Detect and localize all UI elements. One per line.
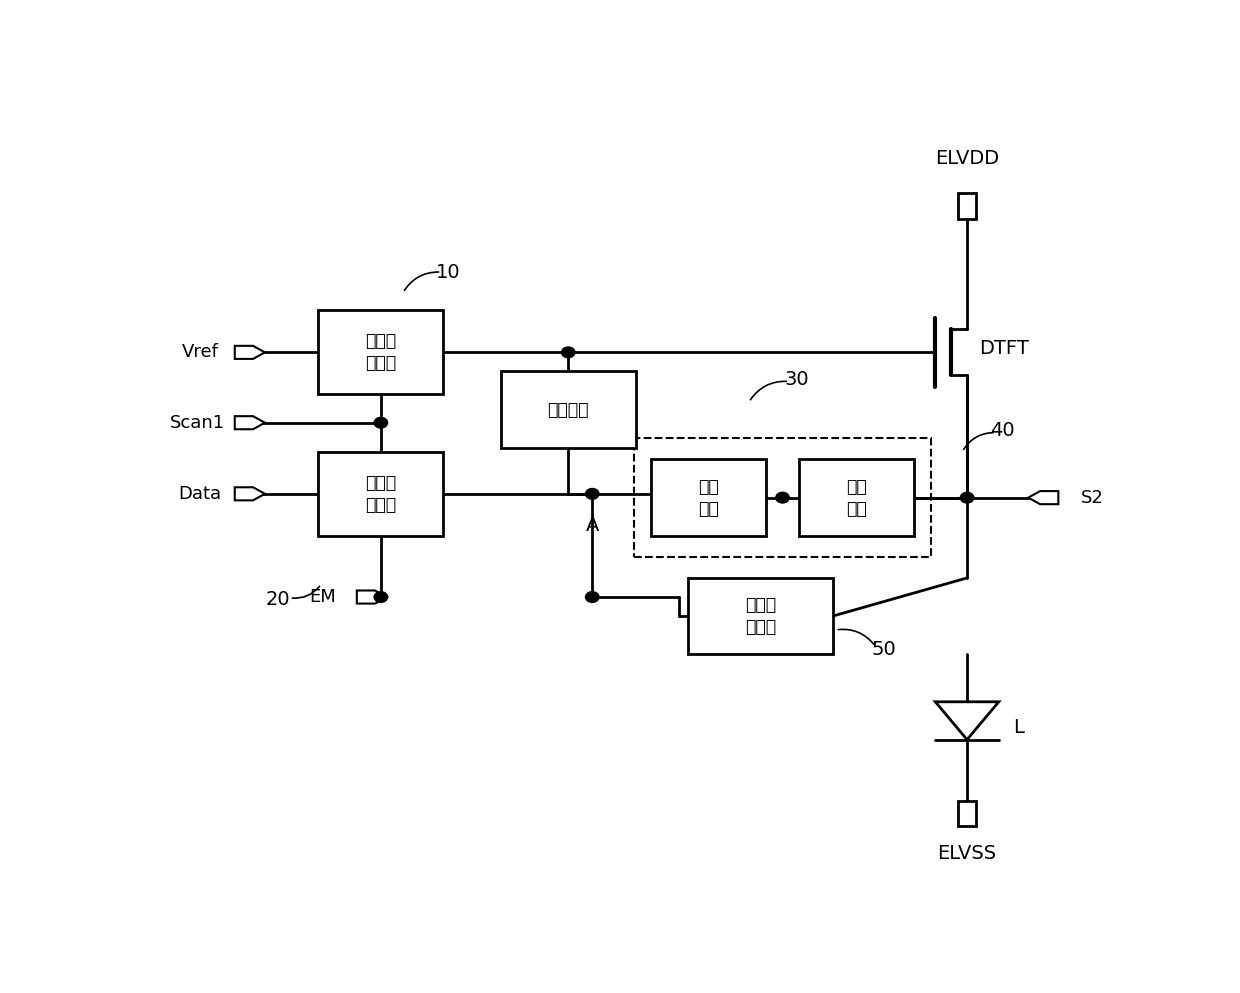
Text: L: L <box>1013 718 1024 737</box>
Text: 发光控
制模块: 发光控 制模块 <box>745 596 776 637</box>
Text: 电容
模块: 电容 模块 <box>698 478 719 517</box>
Bar <box>959 194 976 218</box>
Text: 10: 10 <box>435 262 460 282</box>
Bar <box>688 578 832 654</box>
Bar <box>319 452 444 536</box>
Text: Vref: Vref <box>182 344 218 361</box>
Text: 补偿模块: 补偿模块 <box>548 401 589 419</box>
Text: 电容
模块: 电容 模块 <box>846 478 867 517</box>
Polygon shape <box>234 488 265 500</box>
Circle shape <box>585 592 599 603</box>
Text: 40: 40 <box>991 421 1014 440</box>
Text: 30: 30 <box>785 369 810 388</box>
Bar <box>319 311 444 394</box>
Bar <box>634 438 931 557</box>
Circle shape <box>776 493 789 503</box>
Text: EM: EM <box>309 588 336 606</box>
Text: Scan1: Scan1 <box>170 414 224 432</box>
Text: ELVSS: ELVSS <box>937 844 997 863</box>
Circle shape <box>374 417 388 428</box>
Text: DTFT: DTFT <box>980 339 1029 358</box>
Bar <box>799 460 914 536</box>
Circle shape <box>960 493 973 503</box>
Circle shape <box>374 592 388 603</box>
Bar <box>959 801 976 826</box>
Text: 20: 20 <box>265 590 290 609</box>
Polygon shape <box>357 591 387 604</box>
Polygon shape <box>1028 492 1058 504</box>
Text: S2: S2 <box>1080 489 1104 506</box>
Text: Data: Data <box>179 485 222 502</box>
Bar <box>501 371 635 448</box>
Polygon shape <box>234 346 265 358</box>
Circle shape <box>562 347 575 357</box>
Text: 数据输
入模块: 数据输 入模块 <box>366 474 397 514</box>
Text: 信号输
入模块: 信号输 入模块 <box>366 333 397 372</box>
Text: 50: 50 <box>870 639 895 658</box>
Polygon shape <box>935 702 998 740</box>
Circle shape <box>585 489 599 499</box>
Text: A: A <box>585 516 599 535</box>
Text: ELVDD: ELVDD <box>935 149 999 169</box>
Polygon shape <box>234 416 265 429</box>
Bar <box>651 460 766 536</box>
